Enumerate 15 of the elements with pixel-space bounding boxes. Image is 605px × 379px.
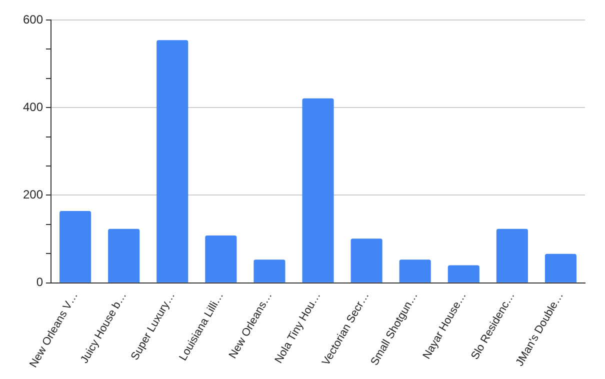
bar: [448, 265, 480, 282]
y-tick-label: 400: [22, 100, 44, 114]
bar: [350, 238, 382, 282]
bar: [496, 228, 528, 282]
bar: [156, 40, 188, 282]
y-tick-label: 200: [22, 188, 44, 202]
y-tick-label: 0: [36, 275, 44, 290]
y-tick-label: 600: [22, 12, 44, 26]
bar: [60, 210, 92, 282]
bar: [302, 98, 334, 282]
bar: [254, 260, 286, 282]
bar: [399, 260, 431, 282]
bar: [108, 228, 140, 282]
bar: [205, 236, 237, 282]
bar: [544, 254, 577, 282]
